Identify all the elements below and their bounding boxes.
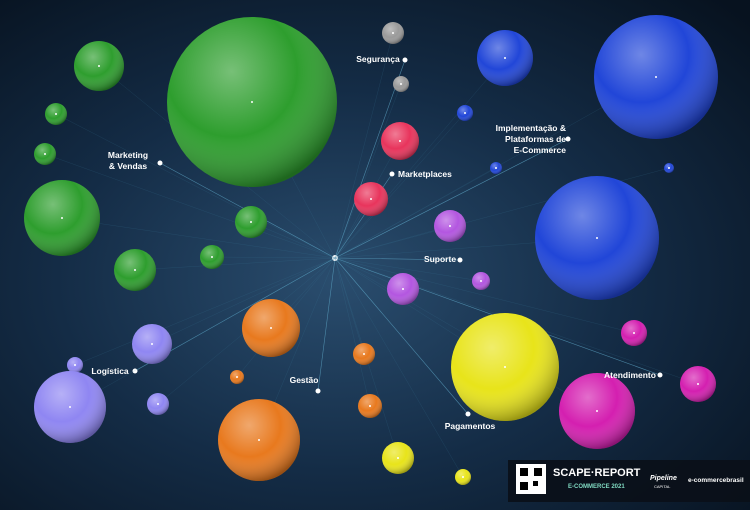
link: [334, 138, 569, 259]
qr-block: [534, 468, 542, 476]
bubble-center: [44, 153, 46, 155]
link: [317, 257, 336, 392]
bubble-center: [399, 140, 401, 142]
bubble-center: [462, 476, 464, 478]
category-label: & Vendas: [109, 161, 148, 171]
node-dot: [565, 136, 571, 142]
bubble-center: [668, 167, 670, 169]
bubble-center: [55, 113, 57, 115]
footer-panel: [508, 460, 750, 502]
link: [334, 32, 394, 259]
category-label: Marketing: [108, 150, 148, 160]
node-dot: [465, 411, 471, 417]
link: [69, 257, 336, 408]
bubble-center: [369, 405, 371, 407]
node-dot: [657, 372, 663, 378]
bubble-center: [397, 457, 399, 459]
link: [211, 256, 336, 259]
bubble-center: [464, 112, 466, 114]
bubble-center: [596, 237, 598, 239]
node-dot: [389, 171, 395, 177]
bubble-center: [596, 410, 598, 412]
qr-block: [520, 482, 528, 490]
bubble-center: [69, 406, 71, 408]
bubble-center: [157, 403, 159, 405]
category-label: Suporte: [424, 254, 456, 264]
link: [44, 153, 336, 259]
bubble-center: [449, 225, 451, 227]
brand: SCAPE·REPORT: [553, 467, 641, 479]
bubble-center: [270, 327, 272, 329]
link: [334, 257, 371, 407]
bubble-center: [495, 167, 497, 169]
labels: Marketing & Vendas Segurança Marketplace…: [91, 54, 656, 431]
node-dot: [402, 57, 408, 63]
edition: E-COMMERCE 2021: [568, 484, 625, 490]
link: [334, 257, 464, 478]
category-label: Marketplaces: [398, 169, 452, 179]
link: [334, 257, 635, 334]
node-dot: [315, 388, 321, 394]
link: [134, 257, 336, 271]
link: [334, 167, 497, 259]
bubble-center: [504, 57, 506, 59]
category-label: Atendimento: [604, 370, 656, 380]
bubble-center: [98, 65, 100, 67]
category-label: Implementação &: [496, 123, 566, 133]
link: [334, 112, 466, 259]
link: [334, 225, 451, 259]
link: [334, 59, 406, 259]
link: [151, 257, 336, 345]
bubble-center: [250, 221, 252, 223]
bubble-center: [151, 343, 153, 345]
bubble-center: [363, 353, 365, 355]
bubble-center: [61, 217, 63, 219]
link: [334, 57, 506, 259]
bubble-center: [392, 32, 394, 34]
partner: Pipeline: [650, 475, 677, 482]
bubble-center: [655, 76, 657, 78]
category-label: Segurança: [356, 54, 400, 64]
link: [334, 257, 365, 355]
link: [334, 257, 469, 415]
link: [55, 113, 336, 259]
hub: [332, 255, 338, 261]
bubbles: [24, 15, 718, 485]
footer: SCAPE·REPORT E-COMMERCE 2021 Pipeline CA…: [508, 460, 750, 502]
qr-block: [520, 468, 528, 476]
bubble-center: [211, 256, 213, 258]
partner: e-commercebrasil: [688, 477, 744, 484]
bubble-center: [504, 366, 506, 368]
category-label: E-Commerce: [514, 145, 567, 155]
category-label: Plataformas de: [505, 134, 566, 144]
bubble-center: [74, 364, 76, 366]
bubble-center: [134, 269, 136, 271]
bubble-center: [697, 383, 699, 385]
category-label: Pagamentos: [445, 421, 496, 431]
category-label: Logística: [91, 366, 129, 376]
link: [334, 257, 461, 261]
bubble-center: [633, 332, 635, 334]
bubble-center: [236, 376, 238, 378]
link: [334, 83, 402, 259]
bubble-center: [400, 83, 402, 85]
bubble-center: [258, 439, 260, 441]
category-label: Gestão: [290, 375, 319, 385]
qr-block: [533, 481, 538, 486]
node-dot: [457, 257, 463, 263]
bubble-center: [251, 101, 253, 103]
node-dot: [132, 368, 138, 374]
link: [334, 257, 482, 282]
bubble-center: [480, 280, 482, 282]
bubble-center: [402, 288, 404, 290]
link: [74, 257, 336, 366]
link: [61, 217, 336, 259]
partner-sub: CAPITAL: [654, 484, 671, 489]
bubble-center: [370, 198, 372, 200]
node-dot: [157, 160, 163, 166]
